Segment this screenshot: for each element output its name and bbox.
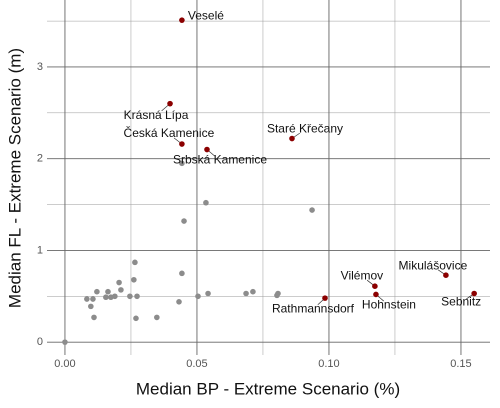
point xyxy=(62,339,68,345)
point-label: Česká Kamenice xyxy=(124,125,215,140)
point xyxy=(133,315,139,322)
point-label: Srbská Kamenice xyxy=(173,153,267,167)
point xyxy=(116,279,122,286)
point xyxy=(203,199,209,206)
x-tick-label: 0.05 xyxy=(186,358,207,370)
point xyxy=(204,146,210,153)
point xyxy=(103,294,109,301)
point xyxy=(243,290,249,297)
y-axis-title: Median FL - Extreme Scenario (m) xyxy=(5,48,24,308)
point xyxy=(179,141,185,147)
point xyxy=(275,290,281,297)
y-tick-label: 0 xyxy=(37,336,43,348)
point xyxy=(134,293,140,300)
point xyxy=(372,283,378,290)
point xyxy=(167,100,173,107)
point xyxy=(90,296,96,302)
x-tick-label: 0.10 xyxy=(318,358,339,370)
point xyxy=(91,314,97,321)
x-tick-label: 0.15 xyxy=(450,358,471,370)
point xyxy=(289,135,295,142)
point xyxy=(112,293,118,300)
point-label: Sebnitz xyxy=(441,295,481,309)
point xyxy=(132,259,138,266)
y-tick-label: 3 xyxy=(37,61,43,73)
x-tick-label: 0.00 xyxy=(54,358,75,370)
point xyxy=(154,314,160,321)
point xyxy=(84,296,90,302)
point xyxy=(205,290,211,297)
point xyxy=(131,276,137,283)
point xyxy=(179,17,185,23)
y-tick-label: 1 xyxy=(37,244,43,256)
point xyxy=(176,298,182,305)
point-label: Veselé xyxy=(188,8,224,22)
point xyxy=(88,303,94,310)
point xyxy=(118,287,124,293)
y-tick-label: 2 xyxy=(37,153,43,165)
point xyxy=(250,288,256,295)
point-label: Rathmannsdorf xyxy=(272,301,355,315)
point xyxy=(322,295,328,301)
point-label: Vilémov xyxy=(341,268,383,282)
point xyxy=(195,293,201,300)
point xyxy=(179,270,185,277)
point xyxy=(373,291,379,298)
point-label: Krásná Lípa xyxy=(124,108,189,122)
point xyxy=(127,293,133,300)
point-label: Hohnstein xyxy=(362,298,416,312)
x-axis-title: Median BP - Extreme Scenario (%) xyxy=(136,379,400,398)
point xyxy=(105,288,111,295)
point xyxy=(471,290,477,297)
point xyxy=(179,160,185,167)
point xyxy=(181,218,187,224)
point xyxy=(94,288,100,295)
point xyxy=(443,272,449,278)
point-label: Mikulášovice xyxy=(399,258,468,272)
point xyxy=(309,207,315,213)
point-label: Staré Křečany xyxy=(267,122,343,136)
